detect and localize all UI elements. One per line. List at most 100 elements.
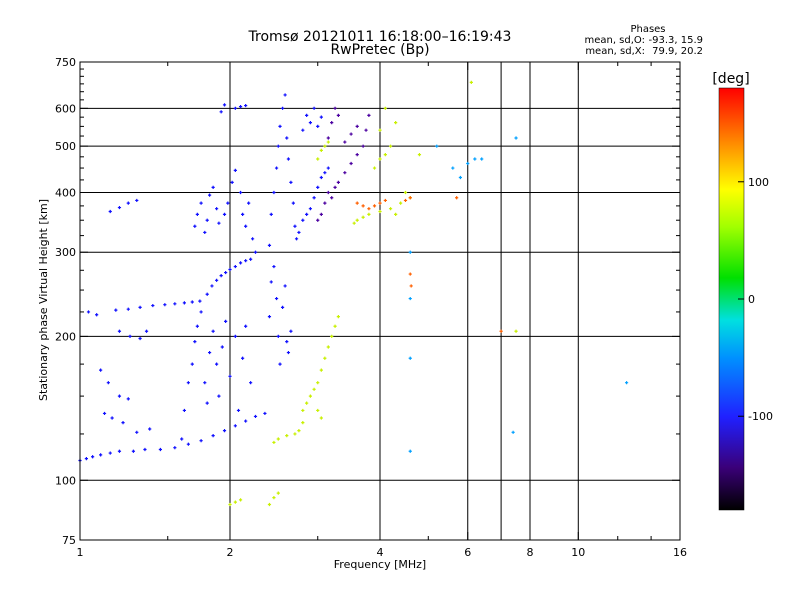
data-point xyxy=(186,381,190,385)
data-point xyxy=(274,166,279,170)
data-point xyxy=(301,408,305,413)
data-point xyxy=(305,113,309,117)
data-point xyxy=(224,270,228,275)
data-point xyxy=(276,144,280,148)
data-point xyxy=(267,502,272,507)
data-point xyxy=(117,329,122,333)
data-point xyxy=(238,190,243,195)
data-point xyxy=(511,430,515,434)
data-point xyxy=(233,264,237,269)
data-point xyxy=(233,500,237,504)
data-point xyxy=(244,103,248,108)
data-point xyxy=(283,284,287,288)
data-point xyxy=(195,324,199,328)
y-tick-label: 100 xyxy=(55,474,76,487)
x-tick-label: 1 xyxy=(77,546,84,559)
data-point xyxy=(499,329,503,333)
data-point xyxy=(158,447,163,452)
data-point xyxy=(293,432,297,436)
data-point xyxy=(190,300,194,304)
data-point xyxy=(319,115,323,119)
data-point xyxy=(247,201,251,205)
data-point xyxy=(301,218,305,222)
data-point xyxy=(409,284,413,288)
data-point xyxy=(355,201,359,205)
data-point xyxy=(108,209,112,214)
data-point xyxy=(316,185,320,189)
data-point xyxy=(106,381,110,385)
colorbar-tick-label: 0 xyxy=(748,293,755,306)
data-point xyxy=(236,408,241,413)
data-point xyxy=(355,153,359,157)
x-tick-label: 4 xyxy=(377,546,384,559)
data-point xyxy=(244,324,248,328)
data-point xyxy=(352,221,356,225)
data-point xyxy=(230,180,234,184)
data-point xyxy=(211,434,215,438)
data-point xyxy=(278,362,282,366)
x-tick-label: 10 xyxy=(571,546,585,559)
data-point xyxy=(99,368,103,372)
data-point xyxy=(195,212,199,216)
data-point xyxy=(408,272,412,276)
data-point xyxy=(333,324,337,328)
chart-subtitle: RwPretec (Bp) xyxy=(330,42,429,58)
data-point xyxy=(217,394,221,398)
data-point xyxy=(267,315,272,319)
data-point xyxy=(458,175,463,180)
data-point xyxy=(228,502,232,507)
data-point xyxy=(364,128,368,132)
data-point xyxy=(117,449,122,453)
data-point xyxy=(144,329,149,333)
data-point xyxy=(383,106,387,110)
data-point xyxy=(86,310,91,314)
data-point xyxy=(138,336,142,341)
data-point xyxy=(249,257,253,261)
data-point xyxy=(241,356,245,360)
data-point xyxy=(316,124,320,128)
data-point xyxy=(285,136,289,140)
y-tick-label: 300 xyxy=(55,246,76,259)
data-point xyxy=(269,212,273,216)
data-point xyxy=(343,171,347,175)
data-point xyxy=(228,374,232,378)
data-point xyxy=(388,207,393,211)
data-point xyxy=(193,224,197,228)
stats-heading: Phases xyxy=(630,24,665,35)
data-point xyxy=(207,350,212,355)
data-point xyxy=(336,315,340,319)
data-point xyxy=(199,439,203,443)
data-point xyxy=(301,128,305,132)
data-point xyxy=(117,394,122,398)
data-point xyxy=(289,180,293,184)
data-point xyxy=(308,394,313,398)
data-point xyxy=(408,449,412,453)
data-point xyxy=(215,362,219,366)
data-point xyxy=(99,453,103,457)
data-point xyxy=(330,121,334,125)
data-point xyxy=(355,218,359,222)
data-point xyxy=(383,153,387,157)
data-point xyxy=(408,250,412,254)
data-point xyxy=(276,334,280,338)
data-point xyxy=(308,207,313,211)
data-point xyxy=(455,196,459,200)
colorbar-ticks: 100 0 -100 xyxy=(718,87,773,511)
data-point xyxy=(286,350,291,355)
data-point xyxy=(272,440,276,445)
data-point xyxy=(91,455,95,459)
data-point xyxy=(323,201,327,205)
axes-layer: 1 2 4 6 8 10 16 75 100 200 300 400 500 600 750 xyxy=(55,56,687,559)
data-point xyxy=(199,201,203,205)
data-point xyxy=(319,148,323,152)
data-point xyxy=(215,278,219,282)
data-point xyxy=(210,284,214,288)
data-point xyxy=(349,132,353,136)
data-point xyxy=(312,106,316,110)
data-point xyxy=(272,264,276,269)
data-point xyxy=(301,421,305,425)
data-point xyxy=(135,430,139,434)
data-point xyxy=(226,201,230,205)
x-tick-label: 8 xyxy=(527,546,534,559)
data-point xyxy=(238,498,243,502)
